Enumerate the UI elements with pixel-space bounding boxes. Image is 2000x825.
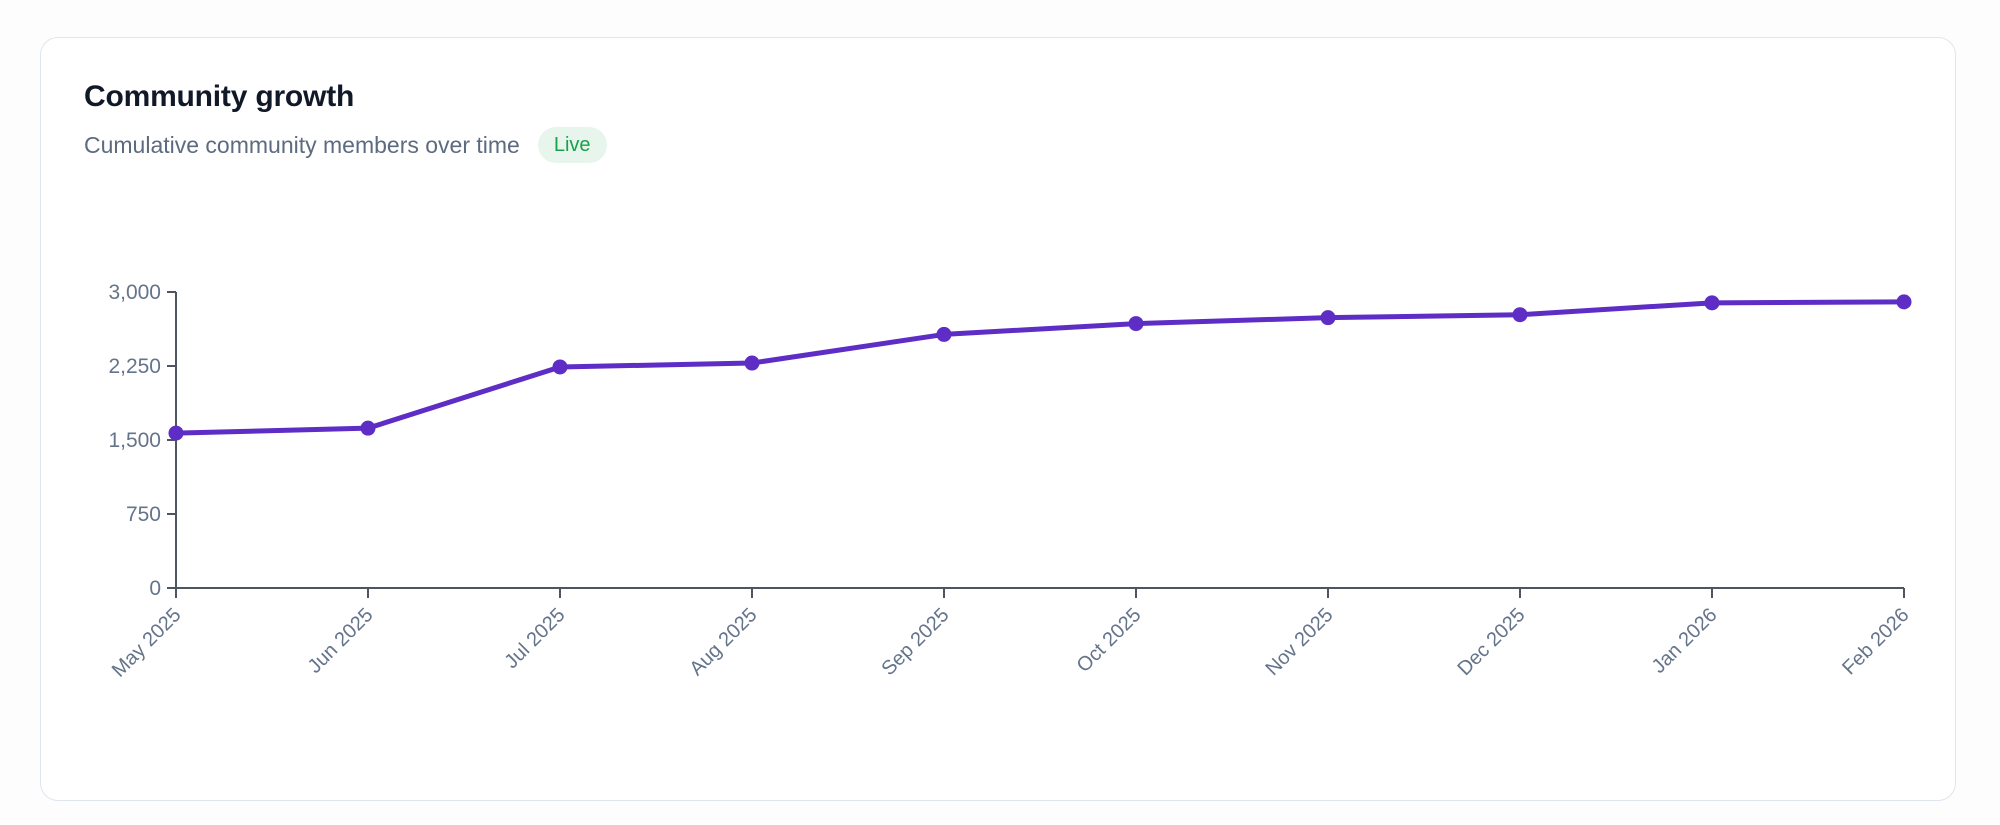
card-title: Community growth [84,80,355,113]
x-axis-label: Oct 2025 [1073,604,1146,677]
y-axis-label: 1,500 [108,429,161,452]
x-axis-label: May 2025 [108,604,186,682]
data-point[interactable] [1128,316,1144,332]
y-axis-label: 3,000 [108,281,161,304]
data-point[interactable] [360,420,376,436]
x-axis-label: Jul 2025 [501,604,570,673]
x-axis-label: Jan 2026 [1648,604,1722,678]
x-axis-label: Feb 2026 [1838,604,1913,679]
card-subtitle-row: Cumulative community members over time L… [84,127,607,163]
data-point[interactable] [1704,295,1720,311]
data-point[interactable] [1320,310,1336,326]
x-axis-label: Aug 2025 [685,604,761,680]
data-point[interactable] [1896,294,1912,310]
data-point[interactable] [936,326,952,342]
series-line [173,299,1907,436]
x-axis-label: Dec 2025 [1453,604,1529,680]
community-growth-card: Community growth Cumulative community me… [40,37,1956,801]
x-axis-label: Jun 2025 [304,604,378,678]
card-subtitle: Cumulative community members over time [84,131,520,158]
data-point[interactable] [552,359,568,375]
y-axis-label: 0 [149,577,161,600]
axis-line [175,292,1904,589]
x-axis-label: Sep 2025 [877,604,953,680]
y-axis-label: 750 [126,503,161,526]
x-axis-label: Nov 2025 [1261,604,1337,680]
data-point[interactable] [1512,307,1528,323]
data-point[interactable] [168,425,184,441]
live-status-badge: Live [537,127,607,163]
data-point[interactable] [744,355,760,371]
y-axis-label: 2,250 [108,355,161,378]
